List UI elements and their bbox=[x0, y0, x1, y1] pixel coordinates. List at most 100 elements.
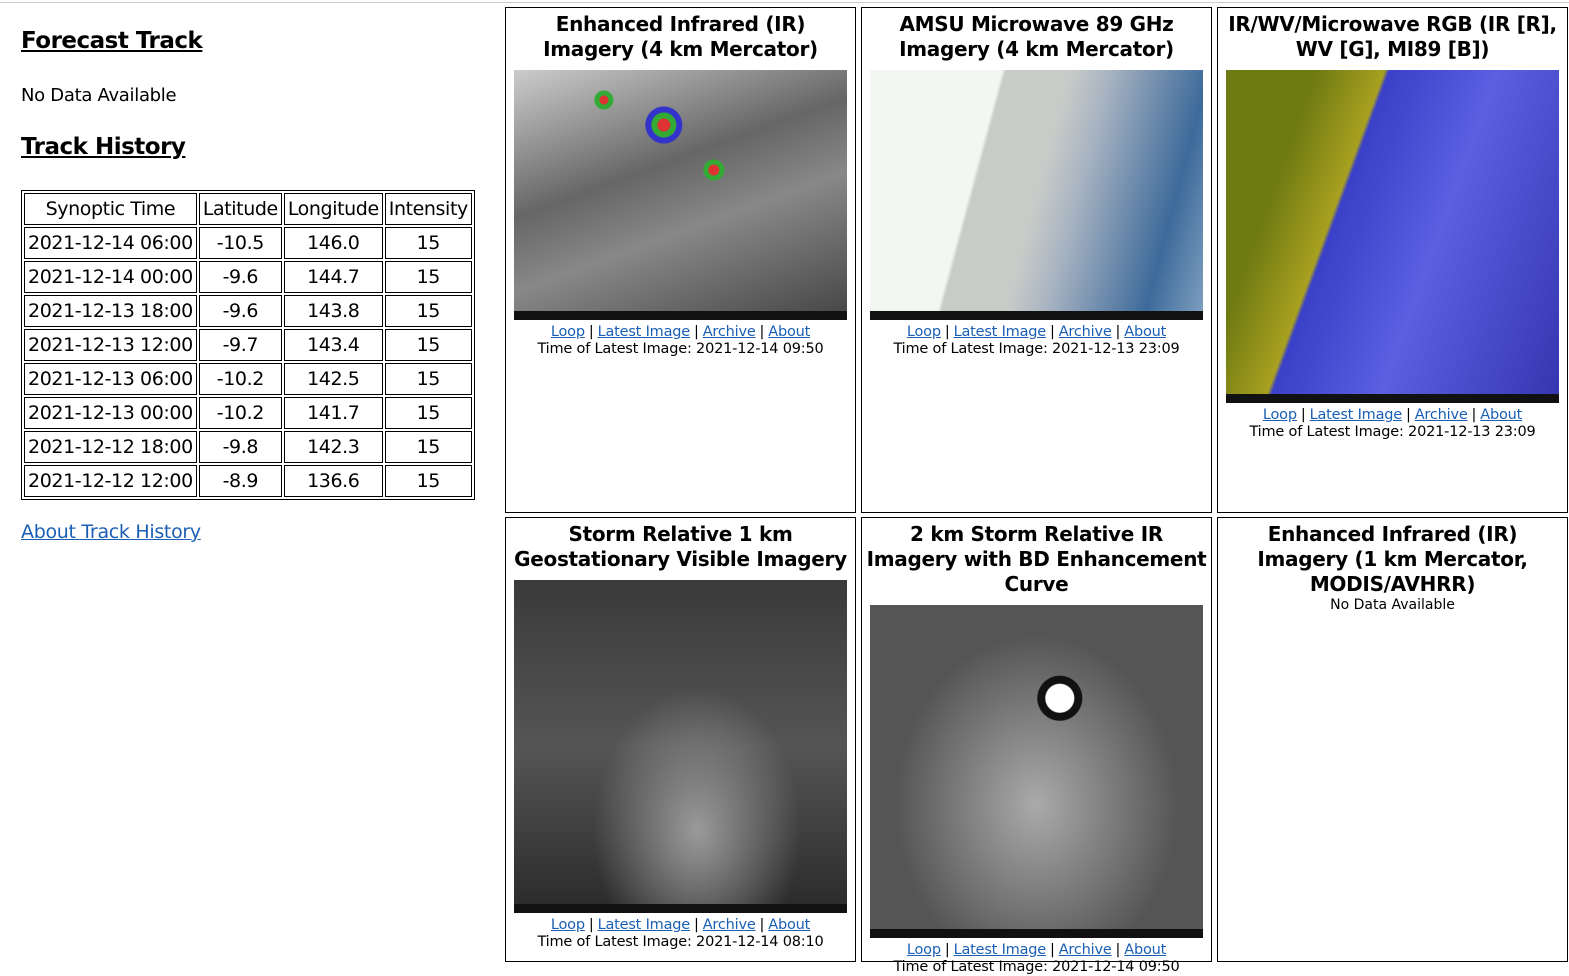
table-cell: -10.5 bbox=[198, 227, 282, 259]
panel-no-data: No Data Available bbox=[1330, 597, 1455, 613]
latest-image-link[interactable]: Latest Image bbox=[597, 324, 691, 340]
table-row: 2021-12-12 18:00 -9.8 142.3 15 bbox=[24, 431, 472, 463]
table-cell: -9.7 bbox=[198, 329, 282, 361]
table-row: 2021-12-14 00:00 -9.6 144.7 15 bbox=[24, 261, 472, 293]
image-caption-strip bbox=[514, 904, 847, 913]
col-latitude: Latitude bbox=[198, 193, 282, 225]
table-cell: 144.7 bbox=[283, 261, 383, 293]
table-header-row: Synoptic Time Latitude Longitude Intensi… bbox=[24, 193, 472, 225]
latest-image-time: Time of Latest Image: 2021-12-14 08:10 bbox=[537, 934, 824, 950]
latest-image-link[interactable]: Latest Image bbox=[597, 917, 691, 933]
loop-link[interactable]: Loop bbox=[906, 942, 941, 958]
about-link[interactable]: About bbox=[1124, 942, 1167, 958]
satellite-image[interactable] bbox=[514, 580, 847, 913]
table-cell: 146.0 bbox=[283, 227, 383, 259]
satellite-image[interactable] bbox=[1226, 70, 1559, 403]
separator: | bbox=[1300, 407, 1306, 423]
satellite-image[interactable] bbox=[870, 605, 1203, 938]
archive-link[interactable]: Archive bbox=[1414, 407, 1468, 423]
about-link[interactable]: About bbox=[768, 324, 811, 340]
loop-link[interactable]: Loop bbox=[906, 324, 941, 340]
image-caption-strip bbox=[870, 311, 1203, 320]
archive-link[interactable]: Archive bbox=[702, 324, 756, 340]
table-cell: -8.9 bbox=[198, 465, 282, 497]
panel-title: Enhanced Infrared (IR) Imagery (4 km Mer… bbox=[543, 12, 818, 61]
top-border bbox=[0, 2, 1569, 3]
table-row: 2021-12-12 12:00 -8.9 136.6 15 bbox=[24, 465, 472, 497]
table-row: 2021-12-13 00:00 -10.2 141.7 15 bbox=[24, 397, 472, 429]
track-history-heading: Track History bbox=[21, 134, 186, 160]
about-link[interactable]: About bbox=[1480, 407, 1523, 423]
table-cell: 15 bbox=[384, 363, 472, 395]
forecast-no-data: No Data Available bbox=[21, 85, 177, 106]
imagery-panel: IR/WV/Microwave RGB (IR [R], WV [G], MI8… bbox=[1217, 7, 1568, 513]
table-cell: 2021-12-13 12:00 bbox=[24, 329, 197, 361]
loop-link[interactable]: Loop bbox=[550, 324, 585, 340]
table-cell: 15 bbox=[384, 295, 472, 327]
separator: | bbox=[944, 942, 950, 958]
table-cell: 136.6 bbox=[283, 465, 383, 497]
table-cell: 2021-12-13 00:00 bbox=[24, 397, 197, 429]
latest-image-time: Time of Latest Image: 2021-12-14 09:50 bbox=[893, 959, 1180, 975]
panel-links: Loop | Latest Image | Archive | About bbox=[506, 324, 855, 341]
table-cell: -9.6 bbox=[198, 261, 282, 293]
panel-title: IR/WV/Microwave RGB (IR [R], WV [G], MI8… bbox=[1228, 12, 1557, 61]
image-caption-strip bbox=[514, 311, 847, 320]
archive-link[interactable]: Archive bbox=[1058, 942, 1112, 958]
table-row: 2021-12-13 12:00 -9.7 143.4 15 bbox=[24, 329, 472, 361]
imagery-panel: Enhanced Infrared (IR) Imagery (4 km Mer… bbox=[505, 7, 856, 513]
latest-image-link[interactable]: Latest Image bbox=[1309, 407, 1403, 423]
latest-image-link[interactable]: Latest Image bbox=[953, 942, 1047, 958]
track-history-table: Synoptic Time Latitude Longitude Intensi… bbox=[21, 190, 475, 500]
separator: | bbox=[588, 917, 594, 933]
imagery-panel: Enhanced Infrared (IR) Imagery (1 km Mer… bbox=[1217, 517, 1568, 962]
latest-image-time: Time of Latest Image: 2021-12-13 23:09 bbox=[893, 341, 1180, 357]
table-cell: 2021-12-14 00:00 bbox=[24, 261, 197, 293]
table-cell: -10.2 bbox=[198, 363, 282, 395]
table-row: 2021-12-13 06:00 -10.2 142.5 15 bbox=[24, 363, 472, 395]
table-cell: 141.7 bbox=[283, 397, 383, 429]
panel-title: 2 km Storm Relative IR Imagery with BD E… bbox=[866, 522, 1207, 596]
satellite-image[interactable] bbox=[514, 70, 847, 320]
table-cell: -9.6 bbox=[198, 295, 282, 327]
panel-title: Enhanced Infrared (IR) Imagery (1 km Mer… bbox=[1257, 522, 1528, 596]
table-cell: 143.8 bbox=[283, 295, 383, 327]
separator: | bbox=[1115, 942, 1121, 958]
col-synoptic-time: Synoptic Time bbox=[24, 193, 197, 225]
panel-links: Loop | Latest Image | Archive | About bbox=[506, 917, 855, 934]
separator: | bbox=[1115, 324, 1121, 340]
table-cell: 2021-12-14 06:00 bbox=[24, 227, 197, 259]
table-cell: 15 bbox=[384, 397, 472, 429]
table-cell: 15 bbox=[384, 465, 472, 497]
archive-link[interactable]: Archive bbox=[1058, 324, 1112, 340]
latest-image-link[interactable]: Latest Image bbox=[953, 324, 1047, 340]
table-cell: 15 bbox=[384, 329, 472, 361]
separator: | bbox=[588, 324, 594, 340]
about-link[interactable]: About bbox=[1124, 324, 1167, 340]
table-row: 2021-12-14 06:00 -10.5 146.0 15 bbox=[24, 227, 472, 259]
satellite-image[interactable] bbox=[870, 70, 1203, 320]
table-cell: 2021-12-12 18:00 bbox=[24, 431, 197, 463]
about-track-history-link[interactable]: About Track History bbox=[21, 521, 201, 543]
separator: | bbox=[1406, 407, 1411, 423]
about-link[interactable]: About bbox=[768, 917, 811, 933]
loop-link[interactable]: Loop bbox=[1262, 407, 1297, 423]
latest-image-time: Time of Latest Image: 2021-12-14 09:50 bbox=[537, 341, 824, 357]
archive-link[interactable]: Archive bbox=[702, 917, 756, 933]
table-cell: 2021-12-12 12:00 bbox=[24, 465, 197, 497]
col-longitude: Longitude bbox=[283, 193, 383, 225]
table-cell: 142.5 bbox=[283, 363, 383, 395]
table-row: 2021-12-13 18:00 -9.6 143.8 15 bbox=[24, 295, 472, 327]
table-cell: 142.3 bbox=[283, 431, 383, 463]
panel-title: Storm Relative 1 km Geostationary Visibl… bbox=[514, 522, 847, 571]
loop-link[interactable]: Loop bbox=[550, 917, 585, 933]
imagery-panel: Storm Relative 1 km Geostationary Visibl… bbox=[505, 517, 856, 962]
table-cell: 15 bbox=[384, 261, 472, 293]
imagery-panel: 2 km Storm Relative IR Imagery with BD E… bbox=[861, 517, 1212, 975]
table-cell: 143.4 bbox=[283, 329, 383, 361]
panel-links: Loop | Latest Image | Archive | About bbox=[862, 324, 1211, 341]
table-cell: 2021-12-13 18:00 bbox=[24, 295, 197, 327]
table-cell: -10.2 bbox=[198, 397, 282, 429]
table-cell: 15 bbox=[384, 227, 472, 259]
separator: | bbox=[1471, 407, 1477, 423]
